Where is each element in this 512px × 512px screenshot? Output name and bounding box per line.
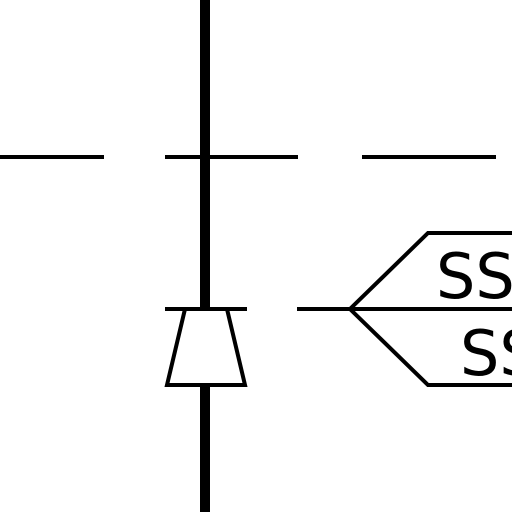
tag-label-bottom: SS xyxy=(460,317,512,390)
tag-label-top: SS xyxy=(436,240,512,313)
reducer-symbol xyxy=(164,307,248,387)
top-edge-glyph: 3 xyxy=(478,0,512,12)
spec-break-tag xyxy=(347,231,512,387)
